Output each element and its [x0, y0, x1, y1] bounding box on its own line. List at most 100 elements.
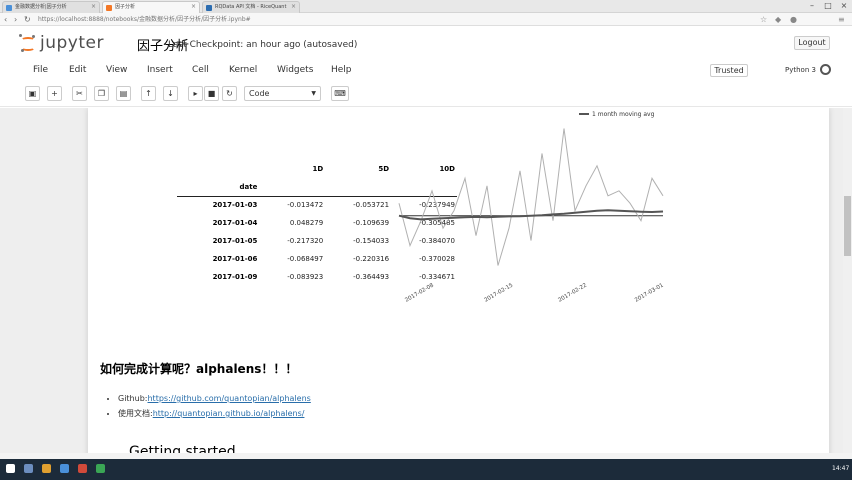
chart-output: 1 month moving avg 2017-02-08 2017-02-15 20… — [391, 108, 681, 318]
refresh-icon[interactable]: ↻ — [24, 15, 31, 24]
jupyter-brand[interactable]: jupyter — [40, 33, 104, 53]
window-close-icon[interactable]: × — [840, 1, 848, 10]
star-icon[interactable]: ☆ — [760, 15, 768, 24]
browser-tab[interactable]: RQData API 文档 - RiceQuant × — [202, 1, 300, 13]
table-cell: -0.217320 — [287, 237, 324, 245]
cut-icon[interactable]: ✂ — [72, 86, 87, 101]
notebook-area: 1D 5D 10D date 2017-01-03 -0.013472 -0.0… — [0, 108, 852, 459]
x-tick-label: 2017-02-22 — [557, 283, 588, 304]
maximize-icon[interactable]: □ — [824, 1, 832, 10]
table-row: 2017-01-03 -0.013472 -0.053721 -0.237949 — [177, 196, 457, 214]
menu-insert[interactable]: Insert — [147, 65, 173, 75]
run-icon[interactable]: ▸ — [188, 86, 203, 101]
browser-tab[interactable]: 金融数据分析|因子分析 × — [2, 1, 100, 13]
github-link[interactable]: https://github.com/quantopian/alphalens — [147, 394, 311, 403]
scroll-thumb[interactable] — [844, 196, 851, 256]
table-header — [177, 160, 259, 178]
menu-help[interactable]: Help — [331, 65, 352, 75]
table-cell: -0.109639 — [353, 219, 390, 227]
copy-icon[interactable]: ❐ — [94, 86, 109, 101]
menu-bar: File Edit View Insert Cell Kernel Widget… — [0, 62, 852, 79]
table-cell: -0.154033 — [353, 237, 390, 245]
table-cell: -0.305485 — [419, 219, 455, 227]
x-tick-label: 2017-02-15 — [483, 282, 514, 303]
trusted-button[interactable]: Trusted — [710, 64, 748, 77]
close-icon[interactable]: × — [190, 3, 196, 10]
tab-favicon-icon — [6, 5, 12, 11]
close-icon[interactable]: × — [90, 3, 96, 10]
menu-cell[interactable]: Cell — [192, 65, 209, 75]
menu-kernel[interactable]: Kernel — [229, 65, 258, 75]
x-tick-label: 2017-02-08 — [404, 282, 435, 303]
table-cell: -0.083923 — [287, 273, 324, 281]
table-header: 1D — [312, 165, 324, 173]
kernel-name: Python 3 — [785, 66, 816, 74]
clock: 14:47 — [832, 465, 850, 472]
interrupt-icon[interactable]: ■ — [204, 86, 219, 101]
table-cell: -0.334671 — [419, 273, 455, 281]
app-icon[interactable] — [78, 464, 87, 473]
close-icon[interactable]: × — [290, 3, 296, 10]
kernel-idle-icon — [820, 64, 831, 75]
table-cell: -0.053721 — [353, 201, 390, 210]
keyboard-icon[interactable]: ⌨ — [331, 86, 349, 101]
table-cell: -0.370028 — [419, 255, 455, 263]
folder-icon[interactable] — [42, 464, 51, 473]
extension-icon[interactable]: ◆ — [775, 15, 782, 24]
link-list: Github:https://github.com/quantopian/alp… — [110, 394, 311, 424]
tab-favicon-icon — [206, 5, 212, 11]
section-heading: 如何完成计算呢？alphalens！！！ — [100, 362, 298, 376]
list-item: 使用文档:http://quantopian.github.io/alphale… — [118, 408, 311, 419]
jupyter-logo-icon[interactable] — [19, 34, 35, 52]
table-row: 2017-01-09 -0.083923 -0.364493 -0.334671 — [177, 268, 457, 286]
logout-button[interactable]: Logout — [794, 36, 830, 50]
url-input[interactable]: https://localhost:8888/notebooks/金融数据分析/… — [38, 16, 251, 23]
menu-widgets[interactable]: Widgets — [277, 65, 314, 75]
table-header: 10D — [439, 165, 455, 173]
insert-cell-icon[interactable]: + — [47, 86, 62, 101]
tab-label: RQData API 文档 - RiceQuant — [215, 4, 287, 10]
tab-favicon-icon — [106, 5, 112, 11]
browser-tab-active[interactable]: 因子分析 × — [102, 1, 200, 13]
start-icon[interactable] — [6, 464, 15, 473]
menu-icon[interactable]: ≡ — [838, 15, 845, 24]
extension-icon[interactable]: ● — [790, 15, 797, 24]
row-index: 2017-01-03 — [212, 201, 258, 210]
row-index: 2017-01-09 — [212, 273, 258, 281]
table-cell: -0.013472 — [287, 201, 324, 210]
back-icon[interactable]: ‹ — [4, 15, 8, 24]
docs-link[interactable]: http://quantopian.github.io/alphalens/ — [152, 409, 305, 418]
chevron-down-icon: ▼ — [311, 90, 316, 97]
list-item-label: 使用文档: — [118, 409, 153, 418]
forward-icon[interactable]: › — [14, 15, 18, 24]
row-index: 2017-01-05 — [212, 237, 258, 245]
minimize-icon[interactable]: – — [810, 1, 814, 10]
menu-edit[interactable]: Edit — [69, 65, 87, 75]
scrollbar[interactable] — [843, 108, 852, 459]
menu-view[interactable]: View — [106, 65, 128, 75]
window-controls: – □ × — [804, 0, 852, 13]
notebook-toolbar: ▣ + ✂ ❐ ▤ ↑ ↓ ▸ ■ ↻ Code ▼ ⌨ — [0, 81, 852, 107]
restart-icon[interactable]: ↻ — [222, 86, 237, 101]
search-icon[interactable] — [24, 464, 33, 473]
row-index: 2017-01-04 — [212, 219, 258, 227]
table-cell: -0.384070 — [419, 237, 455, 245]
paste-icon[interactable]: ▤ — [116, 86, 131, 101]
table-row: 2017-01-06 -0.068497 -0.220316 -0.370028 — [177, 250, 457, 268]
notebook-page: 1D 5D 10D date 2017-01-03 -0.013472 -0.0… — [88, 108, 829, 459]
move-up-icon[interactable]: ↑ — [141, 86, 156, 101]
list-item-label: Github: — [118, 394, 148, 403]
checkpoint-status: Last Checkpoint: an hour ago (autosaved) — [168, 40, 358, 50]
menu-file[interactable]: File — [33, 65, 49, 75]
row-index: 2017-01-06 — [212, 255, 258, 263]
dataframe-table: 1D 5D 10D date 2017-01-03 -0.013472 -0.0… — [177, 160, 457, 286]
cell-type-select[interactable]: Code ▼ — [244, 86, 321, 101]
browser-tab-bar: 金融数据分析|因子分析 × 因子分析 × RQData API 文档 - Ric… — [0, 0, 852, 13]
notebook-name[interactable]: 因子分析 — [137, 39, 190, 54]
save-icon[interactable]: ▣ — [25, 86, 40, 101]
tab-label: 因子分析 — [115, 4, 136, 10]
move-down-icon[interactable]: ↓ — [163, 86, 178, 101]
browser-icon[interactable] — [60, 464, 69, 473]
jupyter-header: jupyter 因子分析 Last Checkpoint: an hour ag… — [0, 26, 852, 62]
app-icon[interactable] — [96, 464, 105, 473]
